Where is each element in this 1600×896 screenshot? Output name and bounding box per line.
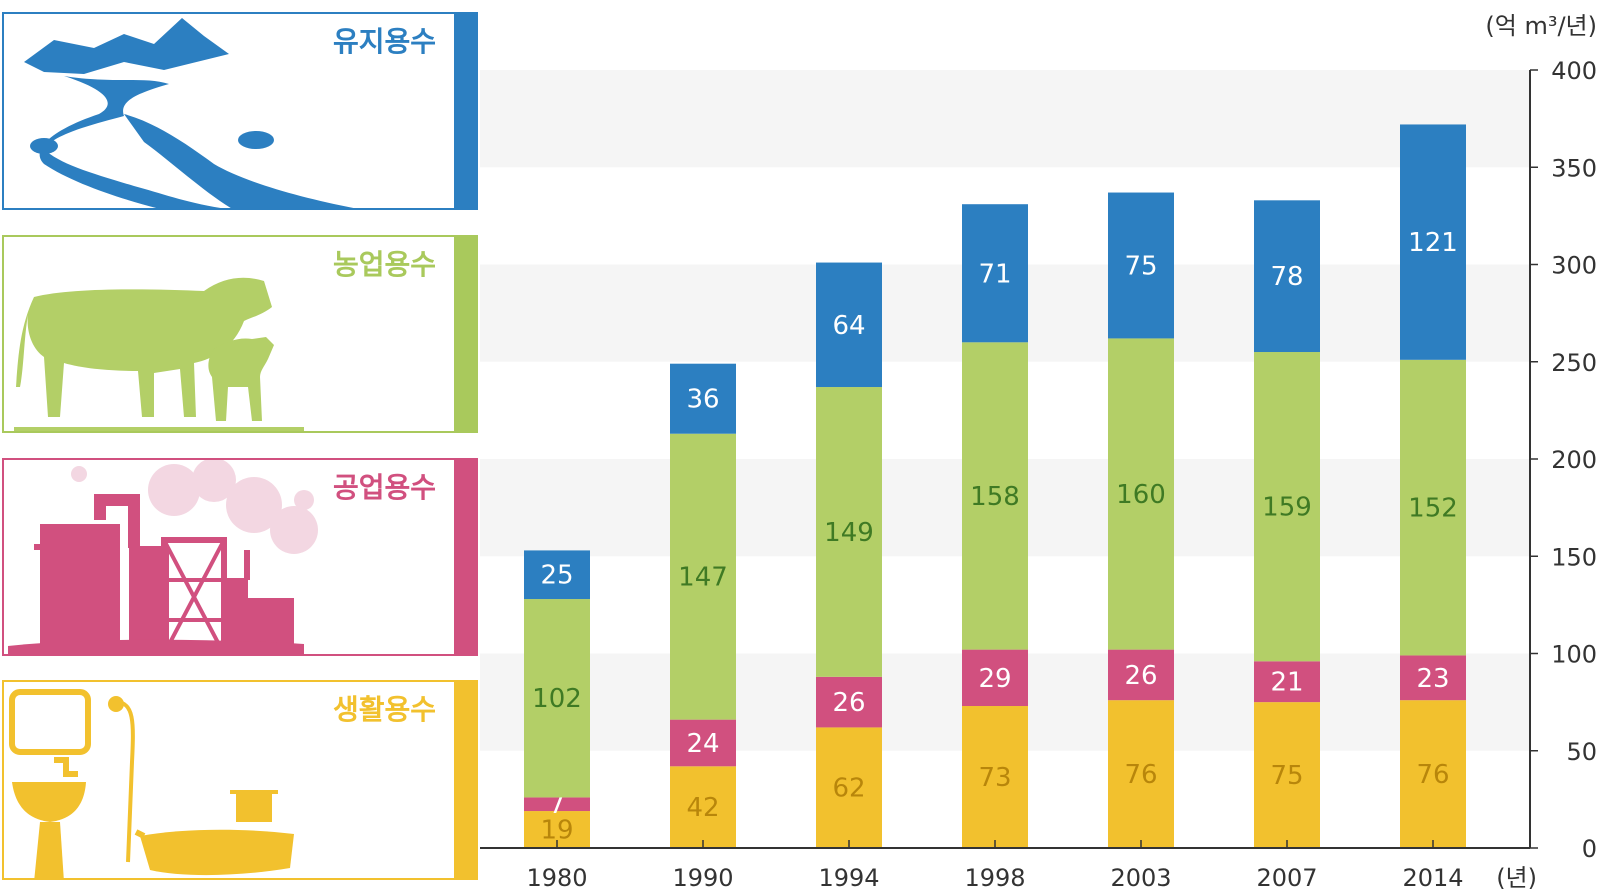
data-label: 42 (686, 793, 719, 823)
data-label: 121 (1408, 228, 1458, 258)
x-tick-label: 2014 (1402, 864, 1463, 892)
bar-segment (1108, 338, 1174, 650)
legend-item-industrial-water: 공업용수 (2, 458, 478, 656)
data-label: 25 (540, 561, 573, 591)
data-label: 159 (1262, 493, 1312, 523)
x-tick-label: 2003 (1110, 864, 1171, 892)
y-axis-unit-label: (억 m³/년) (1485, 12, 1597, 40)
legend-item-agricultural-water: 농업용수 (2, 235, 478, 433)
x-tick-label: 1998 (964, 864, 1025, 892)
bar-segment (816, 676, 882, 728)
bar-segment (816, 262, 882, 388)
bar-segment (1108, 700, 1174, 848)
data-label: 26 (1124, 661, 1157, 691)
legend-color-stripe (454, 682, 476, 878)
factory-icon (8, 460, 318, 654)
y-tick-label: 300 (1551, 252, 1597, 280)
y-tick-label: 250 (1551, 349, 1597, 377)
data-label: 149 (824, 518, 874, 548)
bar-segment (524, 550, 590, 600)
data-label: 71 (978, 259, 1011, 289)
data-label: 23 (1416, 664, 1449, 694)
bar-segment (524, 797, 590, 812)
legend-color-stripe (454, 14, 476, 208)
bar-segment (1254, 702, 1320, 848)
bar-segment (1254, 352, 1320, 662)
axes: 1980 1990 1994 1998 2003 2007 2014050100150200… (480, 57, 1597, 892)
legend-label: 생활용수 (332, 693, 436, 726)
bar-segment (670, 363, 736, 434)
bar-segment (816, 387, 882, 677)
legend-label: 공업용수 (332, 471, 436, 504)
bar-segment (1400, 124, 1466, 360)
bar-segment (962, 649, 1028, 707)
data-label: 21 (1270, 668, 1303, 698)
river-mountains-icon (24, 18, 354, 208)
y-tick-label: 0 (1582, 835, 1597, 863)
bar-segment (962, 204, 1028, 343)
y-tick-label: 50 (1566, 738, 1597, 766)
x-tick-label: 1990 (672, 864, 733, 892)
bar-segment (1254, 200, 1320, 353)
bar-segment (670, 433, 736, 720)
legend-color-stripe (454, 237, 476, 431)
y-tick-label: 400 (1551, 57, 1597, 85)
bar-segment (670, 766, 736, 848)
bar-segment (816, 727, 882, 848)
data-label: 102 (532, 684, 582, 714)
data-label: 26 (832, 688, 865, 718)
y-tick-label: 200 (1551, 446, 1597, 474)
data-label: 7 (549, 790, 566, 820)
y-tick-label: 100 (1551, 641, 1597, 669)
data-label: 36 (686, 385, 719, 415)
data-label: 78 (1270, 262, 1303, 292)
bar-segment (1400, 700, 1466, 848)
legend-label: 유지용수 (332, 25, 436, 58)
bar-segment (1108, 192, 1174, 339)
data-label: 75 (1270, 761, 1303, 791)
legend-label: 농업용수 (332, 248, 436, 281)
bathroom-icon (9, 689, 294, 878)
data-label: 75 (1124, 251, 1157, 281)
x-tick-label: 1980 (526, 864, 587, 892)
data-label: 160 (1116, 480, 1166, 510)
grid-band (480, 70, 1530, 168)
cow-and-calf-icon (14, 277, 304, 431)
bar-segment (524, 599, 590, 798)
bar-segment (1400, 359, 1466, 656)
legend-item-domestic-water: 생활용수 (2, 680, 478, 880)
data-label: 76 (1124, 760, 1157, 790)
x-tick-label: 1994 (818, 864, 879, 892)
bar-segment (1400, 655, 1466, 701)
bar-segment (670, 719, 736, 767)
y-tick-label: 150 (1551, 543, 1597, 571)
data-label: 62 (832, 774, 865, 804)
bar-segment (962, 342, 1028, 650)
data-label: 147 (678, 563, 728, 593)
data-label: 152 (1408, 494, 1458, 524)
x-tick-label: 2007 (1256, 864, 1317, 892)
y-tick-label: 350 (1551, 154, 1597, 182)
legend-item-maintenance-water: 유지용수 (2, 12, 478, 210)
bar-segment (1254, 661, 1320, 703)
bar-segment (962, 706, 1028, 848)
data-label: 64 (832, 311, 865, 341)
data-label: 24 (686, 729, 719, 759)
legend-color-stripe (454, 460, 476, 654)
bars: 1971022542241473662261496473291587176261… (524, 124, 1466, 848)
data-label: 158 (970, 482, 1020, 512)
x-axis-unit-label: (년) (1496, 864, 1537, 892)
bar-segment (1108, 649, 1174, 701)
data-label: 29 (978, 664, 1011, 694)
data-label: 73 (978, 763, 1011, 793)
data-label: 76 (1416, 760, 1449, 790)
